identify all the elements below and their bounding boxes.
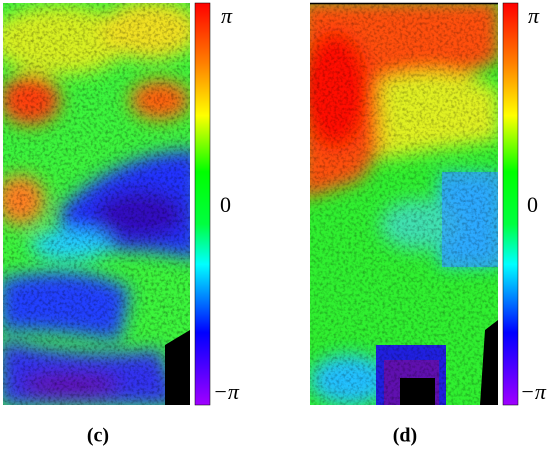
- phase-map-c: [3, 3, 190, 405]
- colorbar-tick-label: π: [221, 3, 233, 28]
- colorbar-tick-label: −π: [520, 379, 547, 404]
- phase-map-d: [310, 3, 498, 405]
- panel-label: (d): [393, 425, 417, 447]
- panel-label: (c): [87, 425, 109, 447]
- colorbar-d: [502, 2, 519, 406]
- colorbar-tick-label: 0: [527, 192, 538, 217]
- colorbar-tick-label: −π: [213, 379, 240, 404]
- colorbar-tick-label: 0: [220, 192, 231, 217]
- colorbar-c: [194, 2, 211, 406]
- colorbar-tick-label: π: [528, 3, 540, 28]
